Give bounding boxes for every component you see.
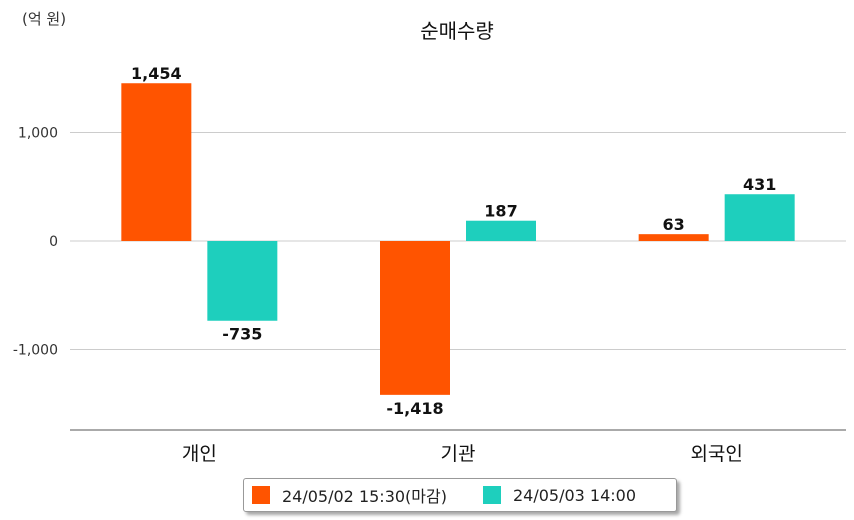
legend-label-series-1: 24/05/02 15:30(마감) [282, 487, 447, 506]
bar [638, 234, 709, 241]
data-label: 1,454 [131, 64, 182, 83]
bar [724, 194, 795, 241]
legend-label-series-2: 24/05/03 14:00 [512, 485, 637, 505]
x-tick-label: 개인 [182, 443, 217, 465]
bar-chart: 순매수량 1,000 0 -1,000 1,454 -735 개인 -1,418 187 기관 63… [13, 19, 846, 465]
y-tick-label: -1,000 [13, 343, 58, 359]
y-tick-label: 1,000 [18, 126, 58, 142]
legend-item-series-1[interactable]: 24/05/02 15:30(마감) [252, 483, 447, 507]
unit-label: (억 원) [22, 10, 67, 28]
data-label: 431 [743, 175, 776, 194]
data-label: 63 [663, 215, 685, 234]
data-label: -735 [222, 325, 262, 344]
bar [207, 241, 278, 321]
data-label: -1,418 [386, 399, 443, 418]
legend-swatch-series-2 [482, 486, 501, 504]
bar [121, 83, 192, 241]
x-tick-label: 외국인 [690, 443, 742, 465]
bar [466, 220, 536, 241]
chart-title: 순매수량 [420, 19, 494, 43]
data-label: 187 [484, 202, 517, 221]
legend: 24/05/02 15:30(마감) 24/05/03 14:00 [243, 478, 677, 512]
x-tick-label: 기관 [441, 443, 476, 465]
legend-swatch-series-1 [252, 486, 270, 504]
y-tick-label: 0 [49, 234, 58, 250]
legend-item-series-2[interactable]: 24/05/03 14:00 [482, 485, 637, 505]
bar [380, 241, 450, 395]
